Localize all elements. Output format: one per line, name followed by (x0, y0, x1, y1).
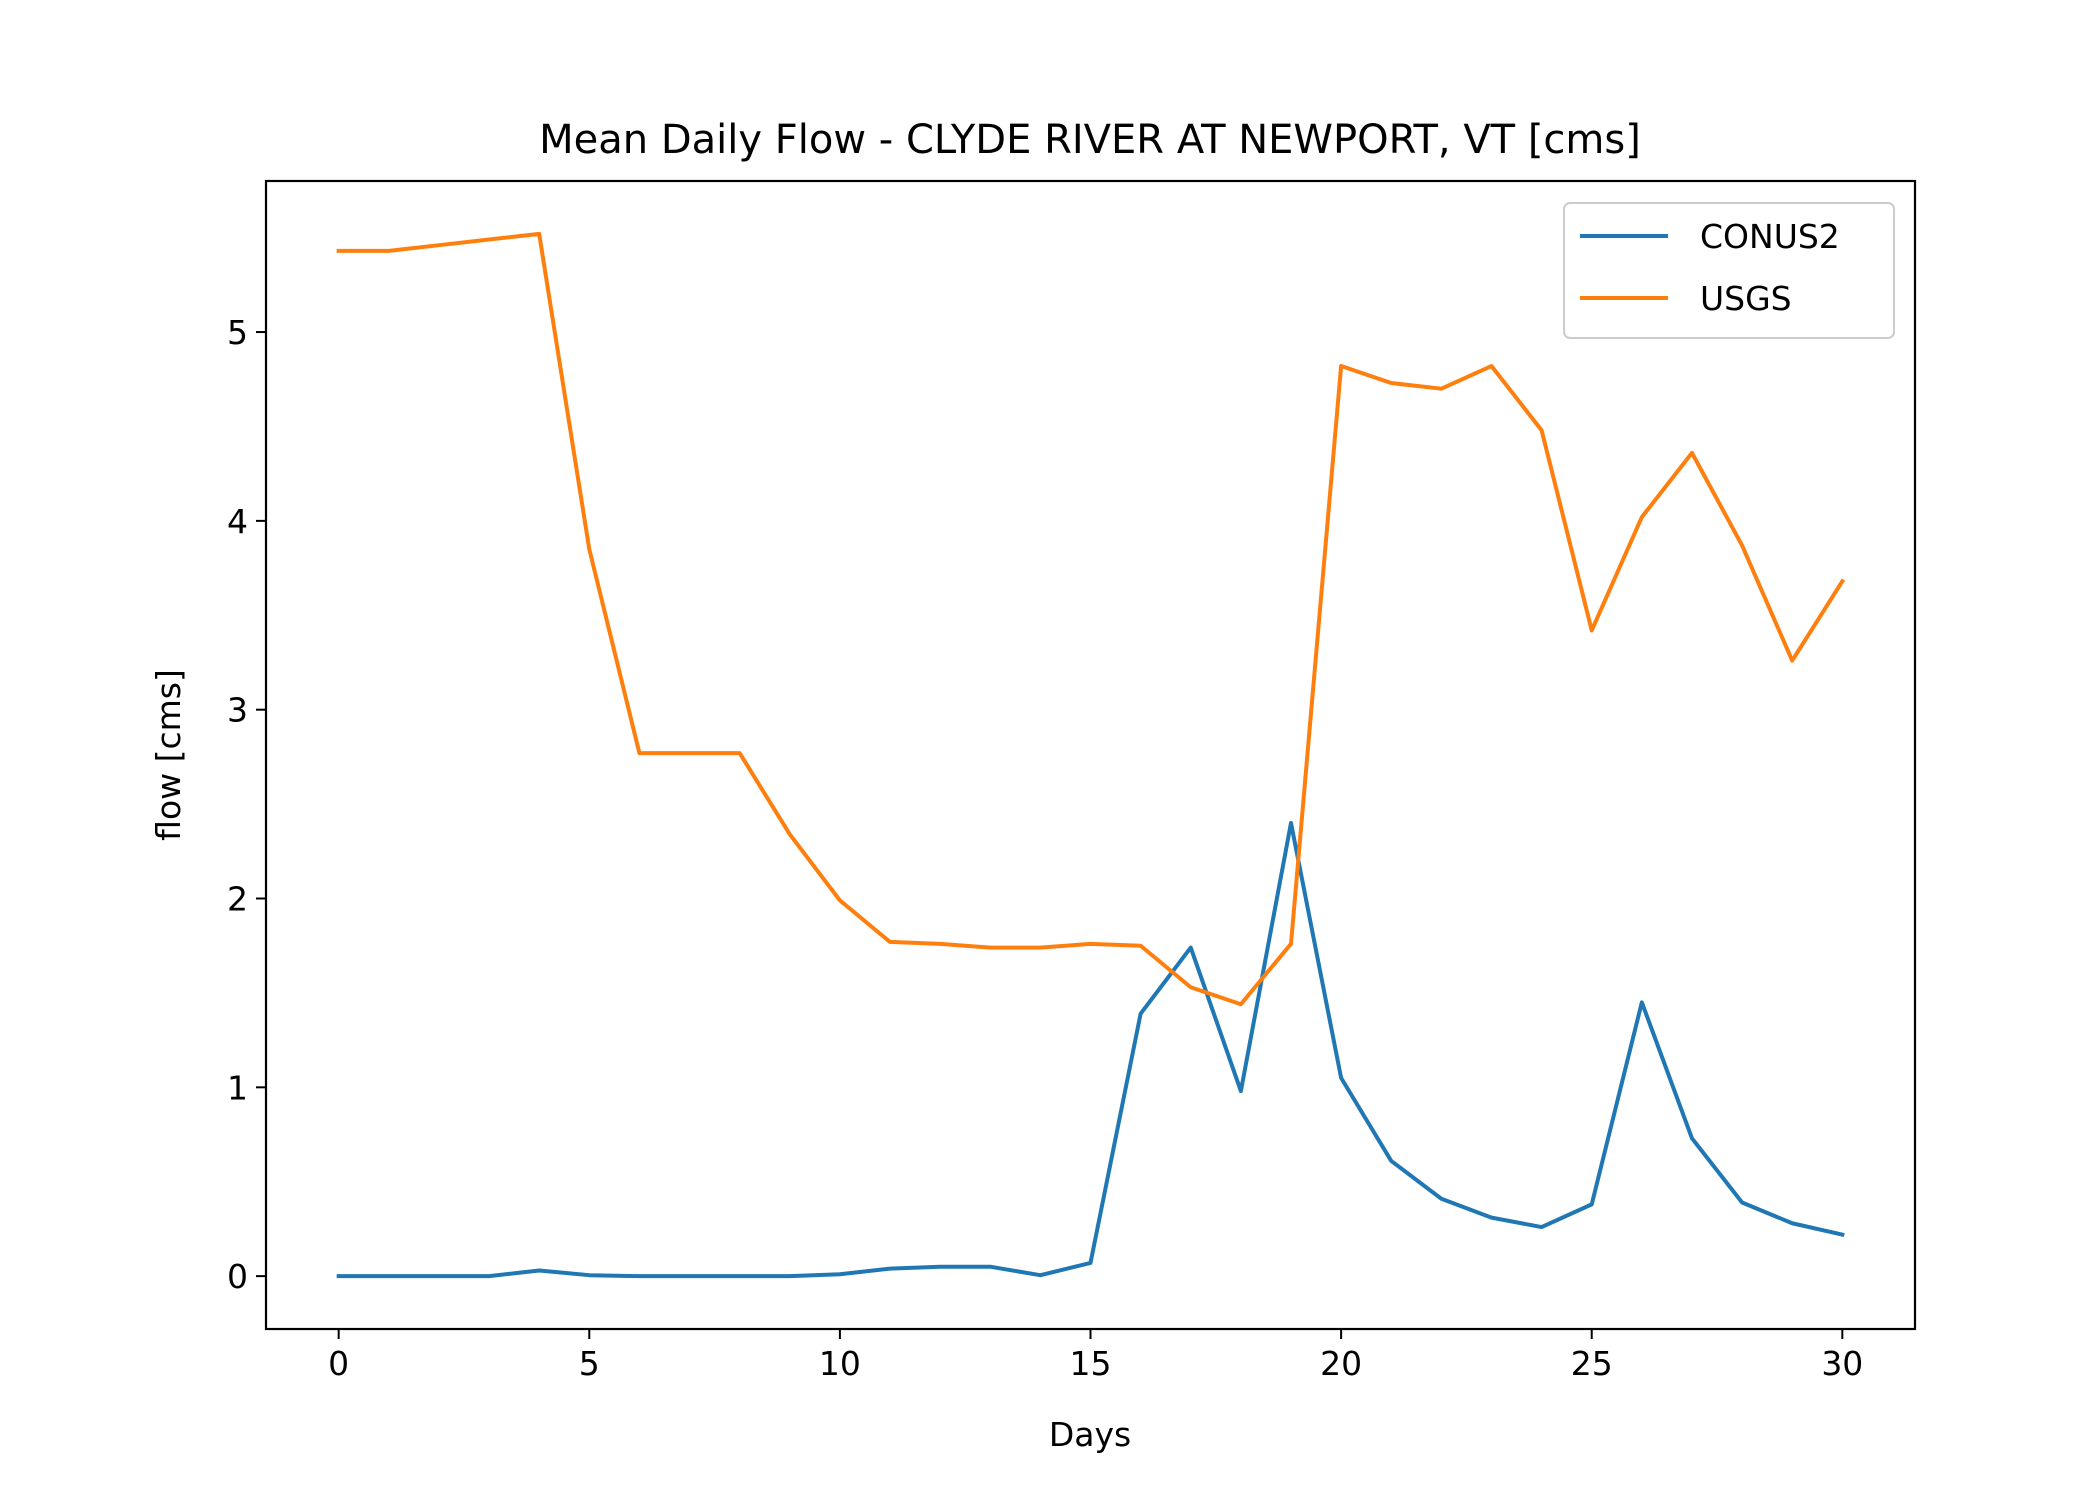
y-tick-label: 2 (227, 880, 248, 919)
y-axis-label: flow [cms] (149, 669, 188, 841)
x-tick-label: 5 (579, 1344, 600, 1383)
series-line-conus2 (336, 820, 1845, 1279)
y-tick-label: 4 (227, 502, 248, 541)
plot-frame (264, 179, 1917, 1331)
x-tick-label: 10 (819, 1344, 861, 1383)
y-tick-label: 5 (227, 313, 248, 352)
x-tick-label: 15 (1070, 1344, 1112, 1383)
series-layer (336, 231, 1846, 1279)
x-axis-label: Days (1049, 1415, 1131, 1454)
y-tick-label: 1 (227, 1068, 248, 1107)
y-tick-label: 3 (227, 691, 248, 730)
ticks-layer: 0 5 10 15 20 25 30 0 1 2 3 4 5 (227, 313, 1863, 1383)
y-tick-label: 0 (227, 1257, 248, 1296)
legend-label-conus2: CONUS2 (1700, 217, 1840, 256)
x-tick-label: 0 (328, 1344, 349, 1383)
x-tick-label: 30 (1821, 1344, 1863, 1383)
chart-title: Mean Daily Flow - CLYDE RIVER AT NEWPORT… (539, 117, 1641, 163)
legend: CONUS2 USGS (1563, 202, 1895, 339)
plot-background (266, 181, 1915, 1329)
x-tick-label: 25 (1571, 1344, 1613, 1383)
x-tick-label: 20 (1320, 1344, 1362, 1383)
series-line-usgs (336, 231, 1846, 1007)
legend-label-usgs: USGS (1700, 279, 1792, 318)
